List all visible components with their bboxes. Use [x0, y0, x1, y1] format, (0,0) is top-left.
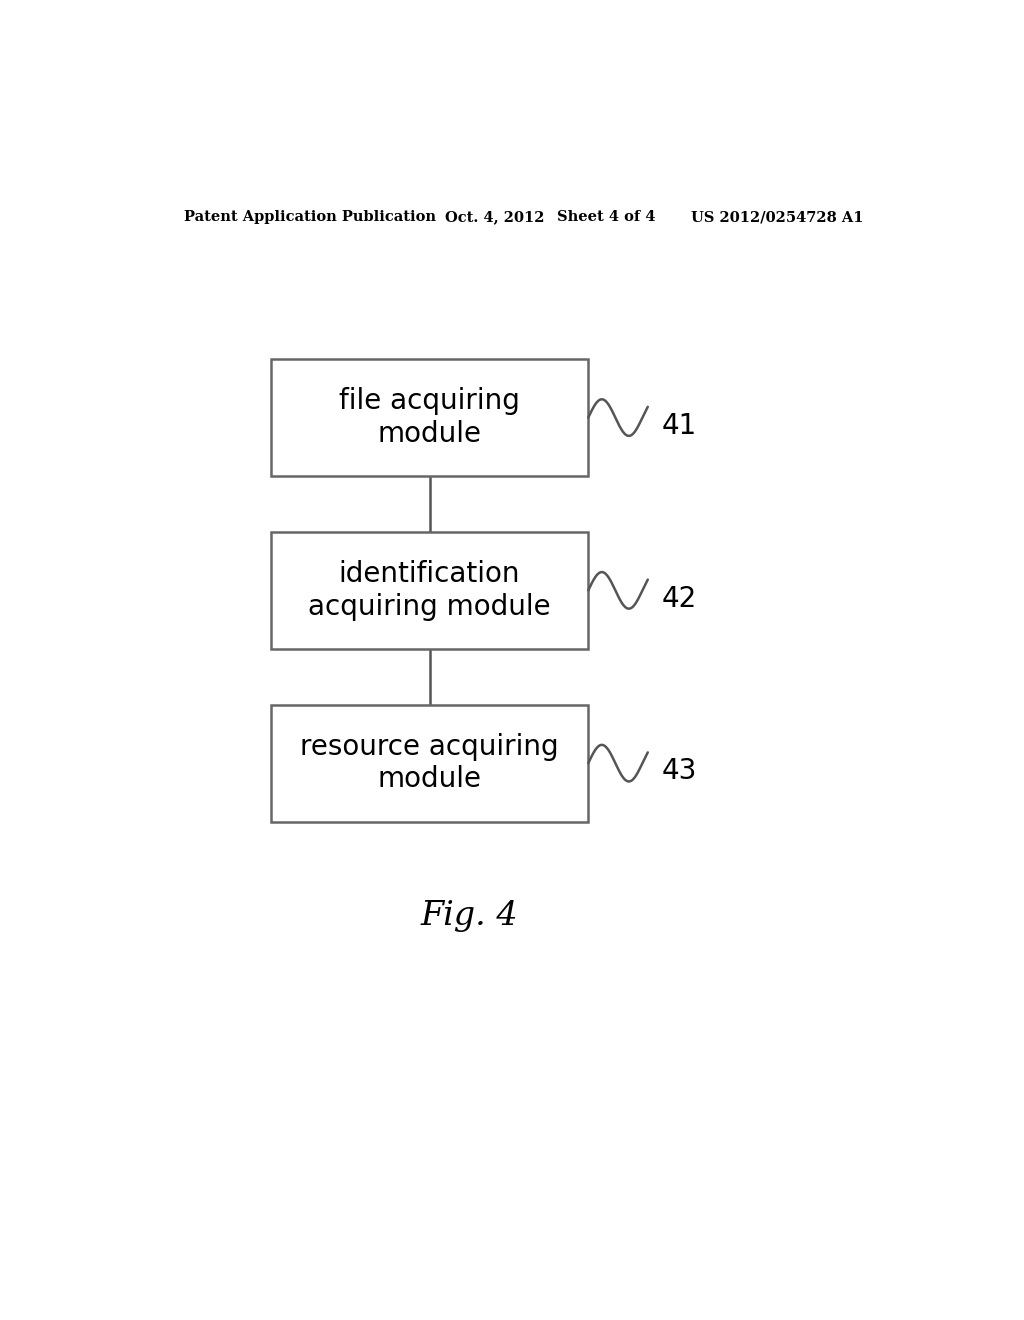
Text: file acquiring
module: file acquiring module [339, 387, 520, 447]
Text: Patent Application Publication: Patent Application Publication [183, 210, 435, 224]
FancyBboxPatch shape [270, 705, 588, 821]
Text: Fig. 4: Fig. 4 [421, 900, 518, 932]
Text: Sheet 4 of 4: Sheet 4 of 4 [557, 210, 655, 224]
Text: 41: 41 [663, 412, 697, 440]
Text: Oct. 4, 2012: Oct. 4, 2012 [445, 210, 545, 224]
FancyBboxPatch shape [270, 532, 588, 649]
Text: resource acquiring
module: resource acquiring module [300, 733, 559, 793]
Text: 43: 43 [663, 758, 697, 785]
FancyBboxPatch shape [270, 359, 588, 477]
Text: 42: 42 [663, 585, 697, 612]
Text: identification
acquiring module: identification acquiring module [308, 560, 551, 620]
Text: US 2012/0254728 A1: US 2012/0254728 A1 [691, 210, 864, 224]
